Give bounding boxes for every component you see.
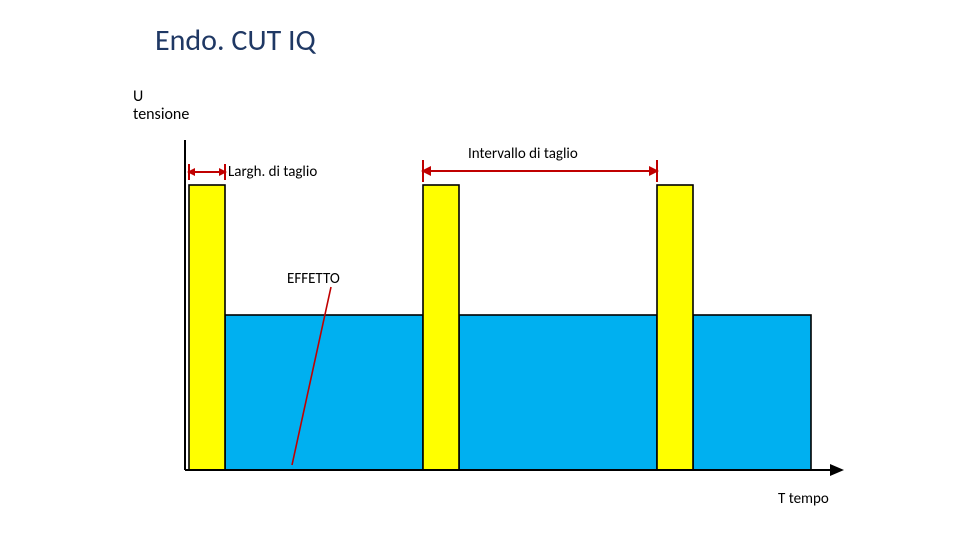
coag-rect-2: [459, 315, 657, 470]
cut-rect-1: [189, 185, 225, 470]
cut-rect-2: [423, 185, 459, 470]
coag-rect-3: [693, 315, 811, 470]
cut-rect-3: [657, 185, 693, 470]
diagram-svg: [0, 0, 960, 540]
coag-rect-1: [225, 315, 423, 470]
x-axis-arrow: [830, 464, 844, 476]
